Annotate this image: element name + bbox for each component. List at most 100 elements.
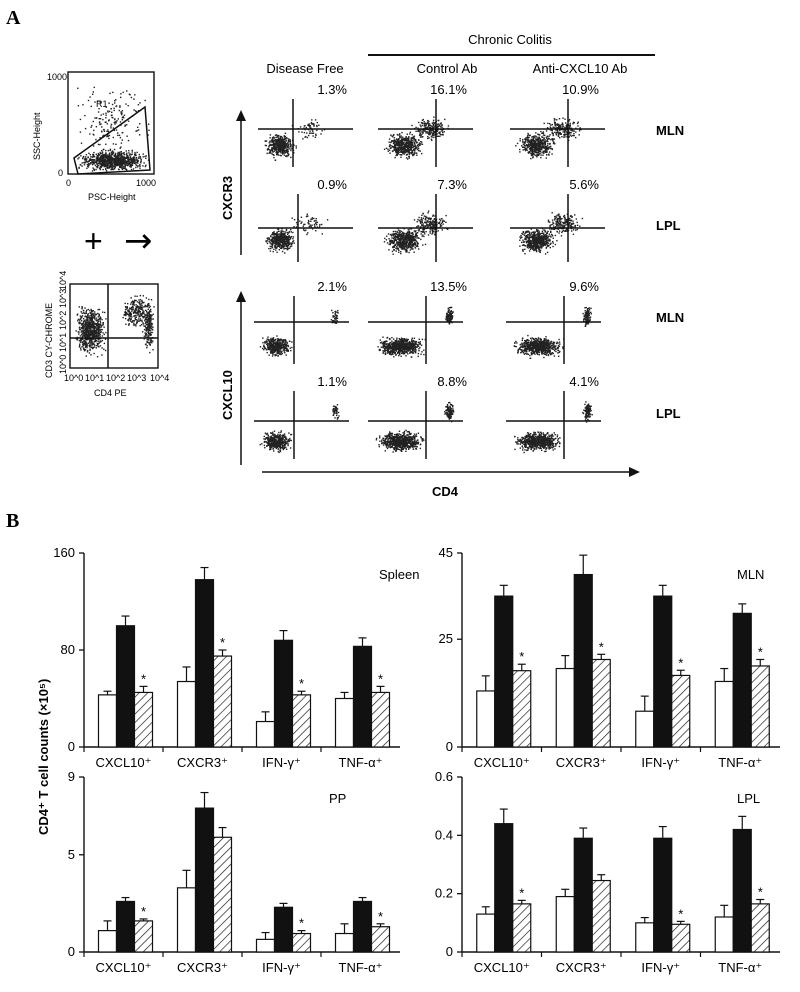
flow-event-dot <box>536 156 538 158</box>
flow-event-dot <box>528 140 530 142</box>
flow-event-dot <box>410 137 412 139</box>
flow-event-dot <box>404 246 406 248</box>
flow-event-dot <box>422 136 424 138</box>
flow-event-dot <box>412 240 414 242</box>
cd3-event-dot <box>88 345 90 347</box>
flow-event-dot <box>283 154 286 156</box>
gate-event-dot <box>101 161 103 164</box>
flow-event-dot <box>287 238 289 241</box>
flow-event-dot <box>420 130 422 132</box>
gate-event-dot <box>102 113 105 115</box>
flow-event-dot <box>542 150 545 152</box>
flow-event-dot <box>277 143 279 146</box>
flow-event-dot <box>421 141 423 143</box>
flow-event-dot <box>532 146 534 148</box>
flow-event-dot <box>397 150 399 152</box>
flow-event-dot <box>533 139 535 141</box>
col-anti-cxcl10: Anti-CXCL10 Ab <box>533 61 628 76</box>
flow-event-dot <box>272 237 274 240</box>
cd3-event-dot <box>85 315 87 317</box>
gate-event-dot <box>108 160 110 162</box>
cd3-event-dot <box>148 319 150 321</box>
flow-event-dot <box>394 148 397 150</box>
gate-event-dot <box>82 157 84 160</box>
cd3-event-dot <box>95 335 97 338</box>
cd3-event-dot <box>151 342 153 344</box>
gate-event-dot <box>120 96 122 99</box>
cd3-event-dot <box>87 319 89 321</box>
cd3-event-dot <box>91 332 93 334</box>
cd3-event-dot <box>152 326 154 329</box>
cd3-event-dot <box>141 301 143 303</box>
flow-event-dot <box>540 130 542 133</box>
flow-event-dot <box>406 240 408 242</box>
flow-event-dot <box>542 132 544 134</box>
cd3-event-dot <box>151 331 153 334</box>
flow-event-dot <box>528 146 531 148</box>
flow-event-dot <box>409 141 411 144</box>
gate-event-dot <box>121 113 123 116</box>
cd3-event-dot <box>153 306 155 308</box>
flow-event-dot <box>432 124 435 127</box>
cd3-event-dot <box>94 344 96 346</box>
gate-event-dot <box>121 162 123 164</box>
cd3-event-dot <box>92 310 94 312</box>
cd3-event-dot <box>132 324 135 326</box>
flow-event-dot <box>525 139 527 141</box>
cd3-event-dot <box>82 322 85 324</box>
flow-event-dot <box>416 245 418 247</box>
cd3-event-dot <box>90 310 93 313</box>
flow-event-dot <box>397 242 399 244</box>
cd3-event-dot <box>94 311 96 313</box>
cd3-event-dot <box>86 321 88 324</box>
cd3-event-dot <box>146 310 148 312</box>
flow-event-dot <box>295 145 297 147</box>
flow-event-dot <box>272 150 274 152</box>
flow-event-dot <box>311 228 314 230</box>
gate-event-dot <box>111 164 113 166</box>
flow-event-dot <box>405 249 407 252</box>
cd3-event-dot <box>149 321 151 323</box>
cd3-event-dot <box>130 318 132 320</box>
cd3-event-dot <box>143 325 145 327</box>
flow-event-dot <box>546 139 548 141</box>
flow-event-dot <box>422 132 424 134</box>
cd3-event-dot <box>84 332 86 334</box>
flow-event-dot <box>393 242 395 245</box>
gate-event-dot <box>134 151 136 154</box>
flow-event-dot <box>269 140 271 142</box>
cd3-event-dot <box>86 326 89 328</box>
gate-event-dot <box>117 156 119 158</box>
gate-event-dot <box>123 153 125 156</box>
cd3-event-dot <box>82 335 84 337</box>
flow-event-dot <box>566 126 568 128</box>
flow-event-dot <box>287 154 290 157</box>
flow-event-dot <box>546 150 548 152</box>
flow-event-dot <box>274 145 276 147</box>
flow-event-dot <box>553 138 556 140</box>
gate-event-dot <box>139 123 141 125</box>
gate-event-dot <box>92 161 95 163</box>
flow-event-dot <box>428 120 430 123</box>
flow-event-dot <box>397 138 400 140</box>
gate-event-dot <box>85 156 87 158</box>
flow-event-dot <box>436 135 438 137</box>
flow-event-dot <box>441 134 443 136</box>
gate-event-dot <box>93 159 95 161</box>
flow-event-dot <box>288 239 290 241</box>
gate-event-dot <box>107 110 109 112</box>
gate-event-dot <box>109 163 112 166</box>
cd3-event-dot <box>101 318 103 321</box>
flow-event-dot <box>286 237 288 239</box>
cd3-event-dot <box>87 308 89 311</box>
gate-event-dot <box>103 158 105 160</box>
flow-event-dot <box>412 144 414 146</box>
gate-event-dot <box>119 160 122 163</box>
cd3-event-dot <box>91 313 93 315</box>
gate-event-dot <box>115 121 117 123</box>
cd3-event-dot <box>90 317 93 319</box>
gate-event-dot <box>122 164 124 166</box>
flow-event-dot <box>270 238 273 240</box>
flow-event-dot <box>389 145 391 147</box>
flow-event-dot <box>415 145 417 147</box>
